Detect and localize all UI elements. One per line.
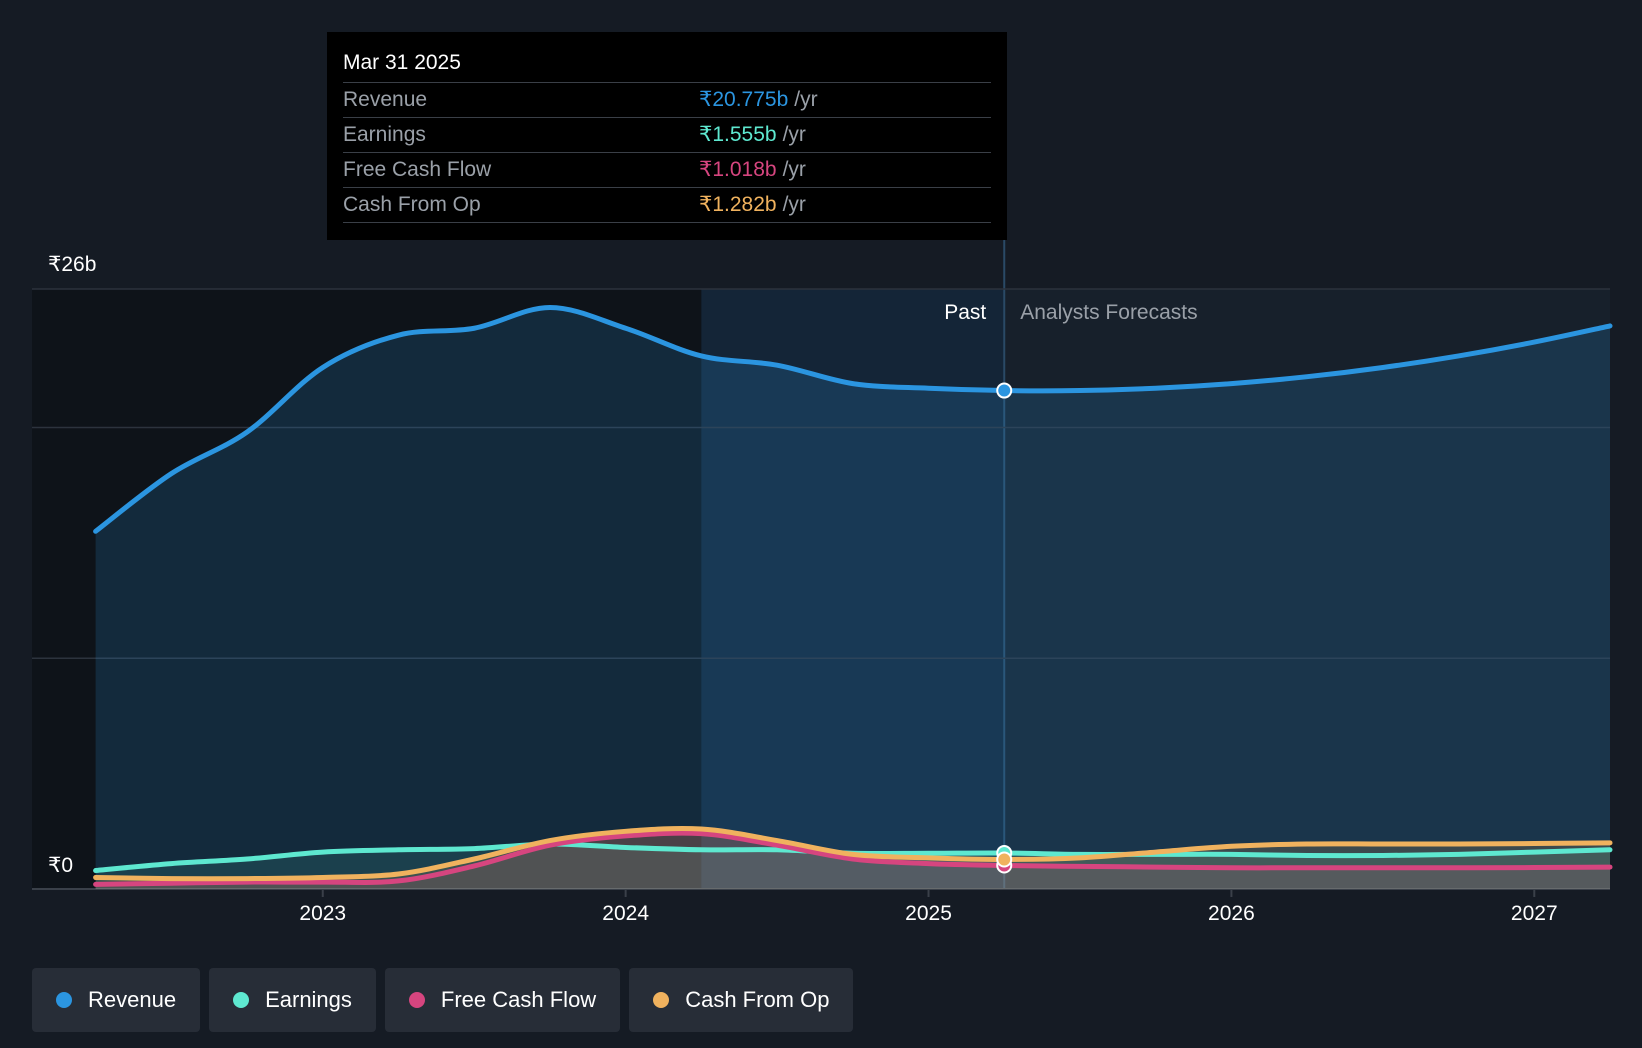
legend-label: Cash From Op	[685, 987, 830, 1012]
y-axis-label-zero: ₹0	[48, 854, 74, 877]
legend-label: Revenue	[88, 987, 177, 1012]
legend-dot-icon	[408, 992, 425, 1008]
legend-dot-icon	[233, 992, 250, 1008]
tooltip-label: Free Cash Flow	[343, 158, 492, 181]
tooltip-value-cash-from-op: ₹1.282b	[699, 193, 777, 216]
cash-from-op-marker	[996, 851, 1013, 868]
revenue-line	[93, 304, 1613, 534]
legend-dot-icon	[56, 992, 72, 1008]
tooltip-row-revenue: Revenue ₹20.775b /yr	[343, 83, 991, 118]
chart-legend: Revenue Earnings Free Cash Flow Cash Fro…	[32, 968, 854, 1032]
y-axis-label-max: ₹26b	[48, 253, 97, 276]
tooltip-date: Mar 31 2025	[343, 46, 991, 83]
x-tick-label: 2025	[905, 902, 952, 925]
tooltip-row-earnings: Earnings ₹1.555b /yr	[343, 118, 991, 153]
legend-item-earnings[interactable]: Earnings	[209, 968, 376, 1032]
forecast-region-label: Analysts Forecasts	[1020, 301, 1198, 324]
legend-item-cash-from-op[interactable]: Cash From Op	[629, 968, 854, 1032]
series-areas	[95, 307, 1610, 889]
tooltip-value-revenue: ₹20.775b	[699, 88, 789, 111]
gridlines	[32, 288, 1610, 897]
tooltip-value-earnings: ₹1.555b	[699, 123, 777, 146]
x-tick-label: 2027	[1510, 902, 1558, 925]
revenue-area	[95, 307, 1610, 889]
revenue-marker	[996, 382, 1013, 399]
legend-label: Free Cash Flow	[440, 987, 597, 1012]
free-cash-flow-line	[93, 830, 1613, 887]
tooltip-row-cash-from-op: Cash From Op ₹1.282b /yr	[343, 188, 991, 223]
tooltip-unit: /yr	[782, 123, 806, 146]
tooltip-unit: /yr	[794, 88, 818, 111]
tooltip-unit: /yr	[782, 158, 806, 181]
x-tick-label: 2023	[299, 902, 347, 925]
tooltip-label: Earnings	[343, 123, 426, 146]
tooltip-label: Cash From Op	[343, 193, 481, 216]
tooltip-row-free-cash-flow: Free Cash Flow ₹1.018b /yr	[343, 153, 991, 188]
series-lines	[93, 304, 1613, 887]
legend-item-free-cash-flow[interactable]: Free Cash Flow	[384, 968, 621, 1032]
tooltip-value-free-cash-flow: ₹1.018b	[699, 158, 777, 181]
x-tick-label: 2024	[602, 902, 649, 925]
tooltip-unit: /yr	[782, 193, 806, 216]
cash-from-op-line	[93, 825, 1613, 882]
data-tooltip: Mar 31 2025 Revenue ₹20.775b /yr Earning…	[327, 32, 1007, 240]
tooltip-markers	[996, 382, 1013, 874]
past-region-label: Past	[944, 301, 987, 324]
legend-dot-icon	[653, 992, 670, 1008]
x-tick-label: 2026	[1208, 902, 1255, 925]
tooltip-label: Revenue	[343, 88, 428, 111]
legend-item-revenue[interactable]: Revenue	[32, 968, 201, 1032]
legend-label: Earnings	[265, 987, 352, 1012]
